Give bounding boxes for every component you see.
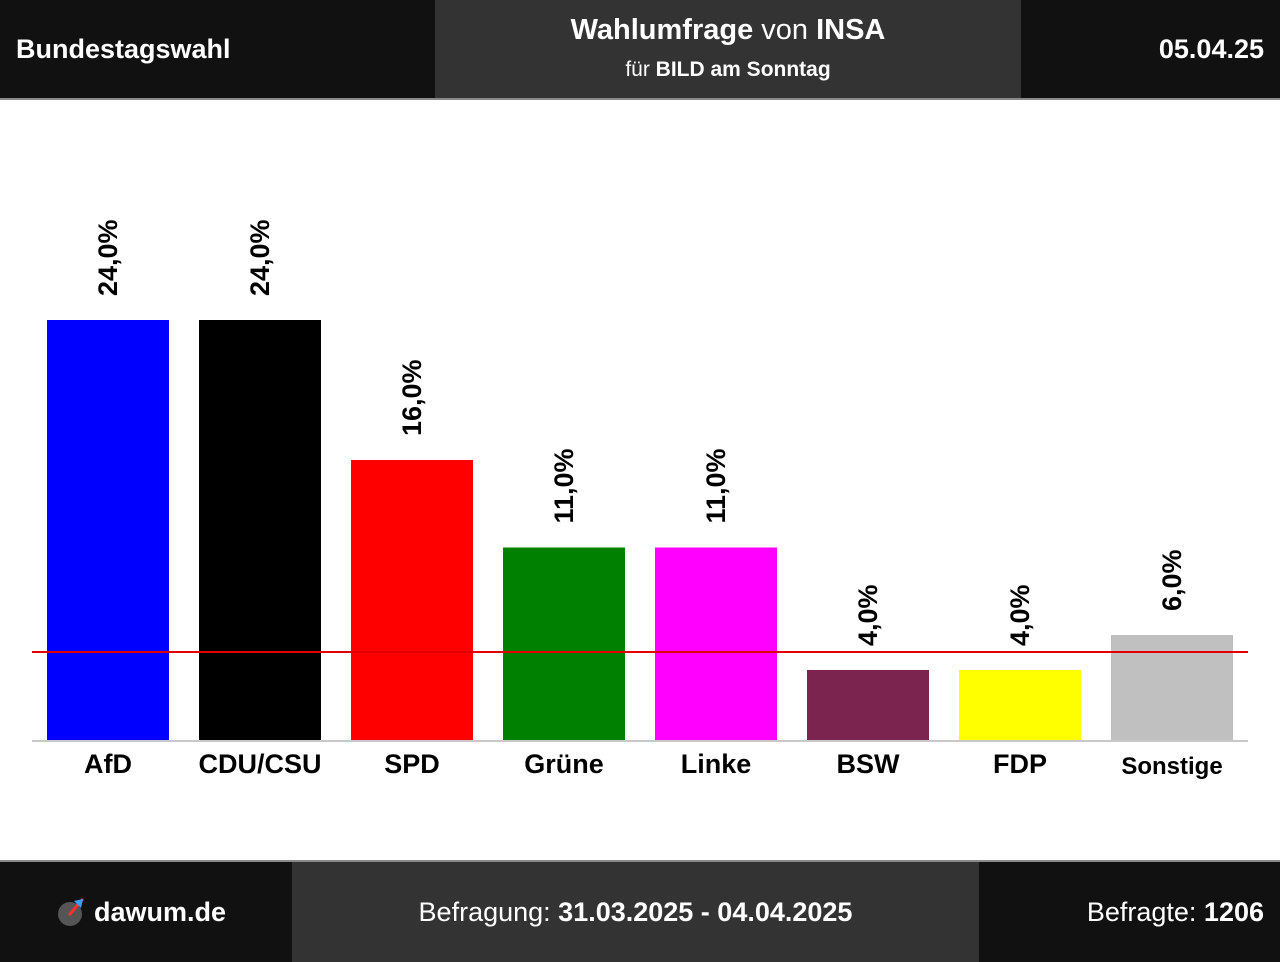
value-label-afd: 24,0% xyxy=(93,219,123,296)
header: Bundestagswahl Wahlumfrage von INSA für … xyxy=(0,0,1280,100)
poll-title-panel: Wahlumfrage von INSA für BILD am Sonntag xyxy=(435,0,1021,98)
footer: dawum.de Befragung: 31.03.2025 - 04.04.2… xyxy=(0,860,1280,962)
respondents: Befragte: 1206 xyxy=(1087,862,1264,962)
poll-title: Wahlumfrage von INSA xyxy=(435,14,1021,47)
pollster-name: INSA xyxy=(816,14,886,46)
brand-name: dawum.de xyxy=(94,896,227,927)
survey-period: Befragung: 31.03.2025 - 04.04.2025 xyxy=(292,862,979,962)
bar-cdu-csu xyxy=(199,320,321,740)
bar-sonstige xyxy=(1111,635,1233,740)
category-label-gr-ne: Grüne xyxy=(524,749,604,779)
poll-date: 05.04.25 xyxy=(1158,34,1264,64)
bar-gr-ne xyxy=(503,547,625,740)
poll-bar-chart: 24,0% AfD 24,0% CDU/CSU 16,0% SPD 11,0% Grüne 11… xyxy=(32,219,1248,780)
category-label-cdu-csu: CDU/CSU xyxy=(198,749,321,779)
value-label-bsw: 4,0% xyxy=(853,584,883,646)
value-label-linke: 11,0% xyxy=(701,448,731,523)
category-label-bsw: BSW xyxy=(837,749,901,779)
value-label-spd: 16,0% xyxy=(397,359,427,436)
poll-title-word: Wahlumfrage xyxy=(570,14,754,46)
bar-fdp xyxy=(959,670,1081,740)
respondents-value: 1206 xyxy=(1203,897,1264,927)
respondents-label: Befragte: xyxy=(1086,897,1197,927)
category-label-fdp: FDP xyxy=(993,749,1047,779)
category-label-spd: SPD xyxy=(384,749,440,779)
dawum-logo-icon xyxy=(58,898,84,926)
bar-bsw xyxy=(807,670,929,740)
bar-afd xyxy=(47,320,169,740)
category-label-afd: AfD xyxy=(84,749,132,779)
value-label-sonstige: 6,0% xyxy=(1157,549,1187,611)
survey-period-label: Befragung: xyxy=(418,897,551,927)
poll-client: für BILD am Sonntag xyxy=(435,58,1021,82)
category-label-linke: Linke xyxy=(681,749,752,779)
poll-client-name: BILD am Sonntag xyxy=(655,58,831,81)
survey-period-value: 31.03.2025 - 04.04.2025 xyxy=(558,897,853,927)
value-label-cdu-csu: 24,0% xyxy=(245,219,275,296)
bar-linke xyxy=(655,547,777,740)
value-label-gr-ne: 11,0% xyxy=(549,448,579,523)
category-label-sonstige: Sonstige xyxy=(1121,753,1222,780)
poll-client-prefix: für xyxy=(625,58,650,81)
bar-spd xyxy=(351,460,473,740)
election-title: Bundestagswahl xyxy=(16,34,231,64)
brand[interactable]: dawum.de xyxy=(56,862,226,962)
value-label-fdp: 4,0% xyxy=(1005,584,1035,646)
poll-title-connector: von xyxy=(761,14,809,46)
